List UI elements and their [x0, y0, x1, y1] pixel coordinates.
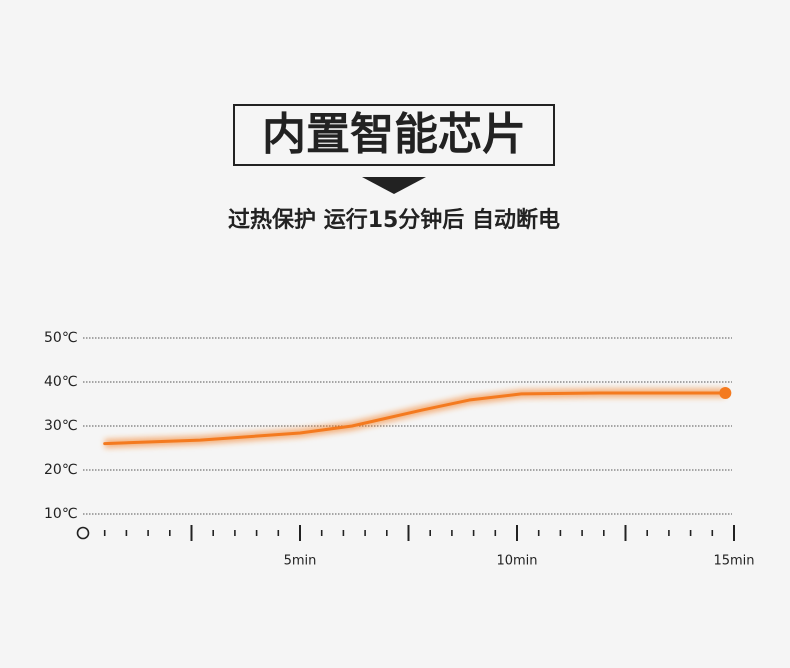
axis-origin	[76, 526, 90, 540]
y-tick-label: 10℃	[44, 506, 78, 522]
chart-subtitle: 过热保护 运行15分钟后 自动断电	[228, 207, 560, 233]
x-tick-label: 15min	[713, 554, 754, 569]
line	[103, 391, 727, 446]
y-tick-label: 50℃	[44, 330, 78, 346]
title-box	[233, 104, 555, 166]
pointer-triangle	[362, 177, 426, 194]
y-tick-label: 40℃	[44, 374, 78, 390]
x-tick-label: 5min	[284, 554, 317, 569]
y-tick-label: 30℃	[44, 418, 78, 434]
end-point	[719, 387, 732, 399]
chart-title: 内置智能芯片	[262, 109, 526, 160]
y-tick-label: 20℃	[44, 462, 78, 478]
x-tick-label: 10min	[496, 554, 537, 569]
